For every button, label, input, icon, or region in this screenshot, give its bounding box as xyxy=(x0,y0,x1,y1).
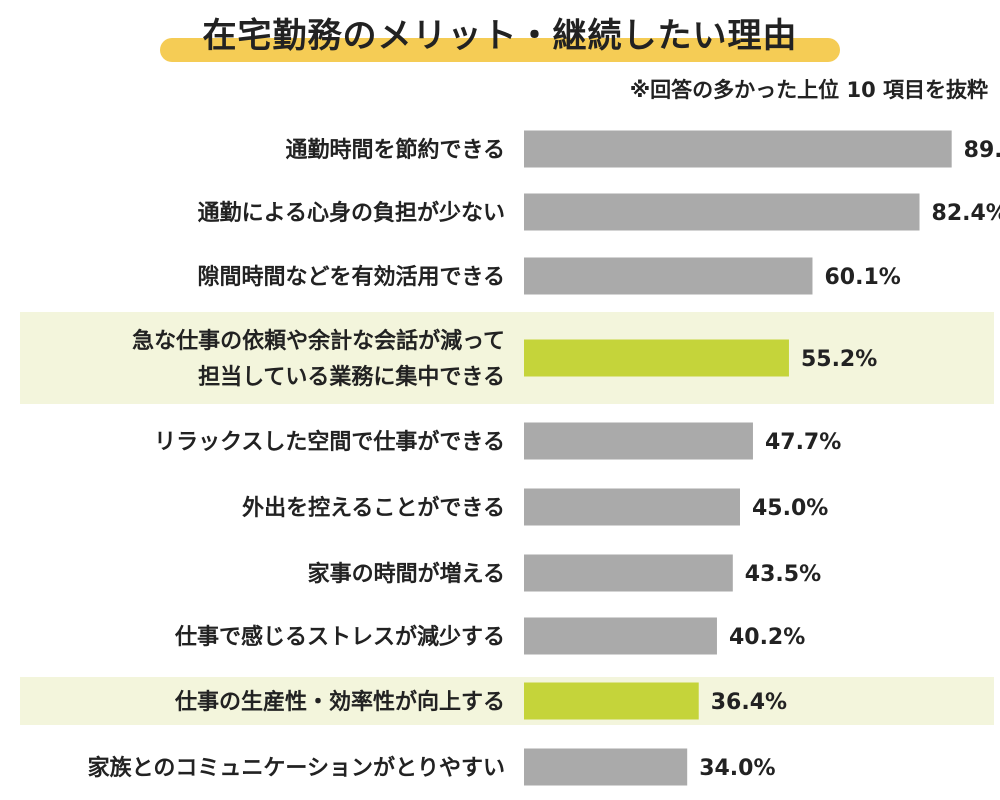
bar xyxy=(524,748,688,786)
bar-value-label: 60.1% xyxy=(824,265,900,290)
bar-value-label: 43.5% xyxy=(745,562,821,587)
category-label: 急な仕事の依頼や余計な会話が減って xyxy=(132,328,505,354)
highlight-row xyxy=(20,677,994,725)
category-label: 通勤による心身の負担が少ない xyxy=(198,200,505,226)
category-label: 通勤時間を節約できる xyxy=(285,137,505,163)
bar xyxy=(524,339,789,377)
category-label: リラックスした空間で仕事ができる xyxy=(154,429,505,455)
title-underline xyxy=(160,38,840,62)
bar xyxy=(524,257,813,295)
bar xyxy=(524,554,733,592)
chart-note: ※回答の多かった上位 10 項目を抜粋 xyxy=(629,78,988,102)
bar xyxy=(524,193,920,231)
bar-value-label: 55.2% xyxy=(801,347,877,372)
category-label: 家族とのコミュニケーションがとりやすい xyxy=(88,755,505,781)
bar xyxy=(524,682,699,720)
bar-value-label: 82.4% xyxy=(932,201,1000,226)
category-label: 外出を控えることができる xyxy=(242,495,505,521)
category-label: 仕事の生産性・効率性が向上する xyxy=(174,689,505,715)
bar xyxy=(524,422,753,460)
bar-value-label: 45.0% xyxy=(752,496,828,521)
bar-value-label: 34.0% xyxy=(699,756,775,781)
category-label: 仕事で感じるストレスが減少する xyxy=(174,624,505,650)
bar-value-label: 36.4% xyxy=(711,690,787,715)
category-label: 家事の時間が増える xyxy=(308,561,505,587)
bar-value-label: 47.7% xyxy=(765,430,841,455)
chart-title: 在宅勤務のメリット・継続したい理由 xyxy=(202,16,798,56)
bar xyxy=(524,130,952,168)
bar xyxy=(524,488,740,526)
category-label: 担当している業務に集中できる xyxy=(198,364,505,390)
bar-value-label: 40.2% xyxy=(729,625,805,650)
highlight-row xyxy=(20,312,994,404)
category-label: 隙間時間などを有効活用できる xyxy=(197,264,505,290)
bar-value-label: 89.1% xyxy=(964,138,1000,163)
chart-title-area: 在宅勤務のメリット・継続したい理由 xyxy=(0,0,1000,70)
bar xyxy=(524,617,717,655)
